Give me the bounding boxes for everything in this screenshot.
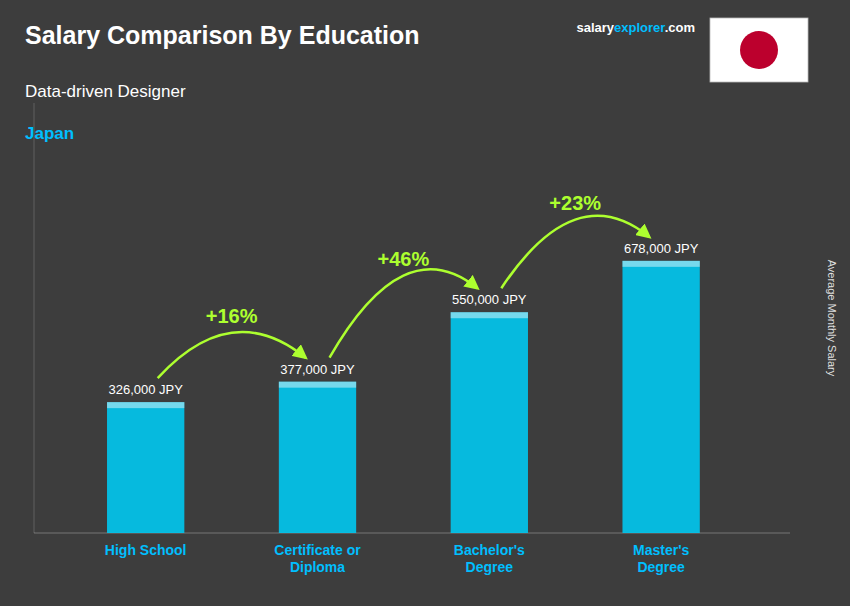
chart: 326,000 JPY 377,000 JPY 550,000 JPY 678,000…	[0, 0, 850, 606]
annotation: +16%	[206, 305, 258, 327]
x-tick-label: Certificate orDiploma	[274, 542, 361, 575]
data-label: 326,000 JPY	[108, 382, 183, 397]
annotation: +23%	[549, 192, 601, 214]
x-tick-label: High School	[105, 542, 187, 558]
source-part: salary	[576, 20, 614, 35]
x-tick-label-line: Diploma	[290, 559, 345, 575]
bars	[107, 261, 700, 533]
bar	[107, 402, 184, 533]
data-label: 550,000 JPY	[452, 292, 527, 307]
x-tick-label-line: Master's	[633, 542, 689, 558]
x-tick-label: Bachelor'sDegree	[454, 542, 525, 575]
change-arrow	[158, 332, 306, 378]
y-axis-label: Average Monthly Salary	[826, 260, 838, 377]
bar-highlight	[622, 261, 699, 267]
change-arrow	[501, 216, 649, 288]
title: Salary Comparison By Education	[25, 21, 420, 49]
x-tick-label-line: Degree	[637, 559, 685, 575]
data-label: 678,000 JPY	[624, 241, 699, 256]
flag-disc	[740, 31, 778, 69]
source-part: .com	[665, 20, 695, 35]
flag-field	[710, 18, 808, 82]
background	[0, 0, 850, 606]
x-tick-label-line: High School	[105, 542, 187, 558]
bar-highlight	[279, 382, 356, 388]
bar-highlight	[107, 402, 184, 408]
source-part: explorer	[614, 20, 665, 35]
annotation: +46%	[378, 248, 430, 270]
change-arrow	[330, 269, 478, 357]
x-tick-label-line: Bachelor's	[454, 542, 525, 558]
source: salaryexplorer.com	[576, 20, 695, 35]
bar-highlight	[451, 312, 528, 318]
x-tick-label-line: Certificate or	[274, 542, 361, 558]
subtitle: Data-driven Designer	[25, 82, 186, 101]
bar	[279, 382, 356, 533]
flag	[710, 18, 808, 82]
bar	[451, 312, 528, 533]
data-label: 377,000 JPY	[280, 362, 355, 377]
x-tick-label-line: Degree	[466, 559, 514, 575]
x-tick-label: Master'sDegree	[633, 542, 689, 575]
y-axis-line	[34, 103, 35, 533]
bar	[622, 261, 699, 533]
country: Japan	[25, 124, 74, 143]
